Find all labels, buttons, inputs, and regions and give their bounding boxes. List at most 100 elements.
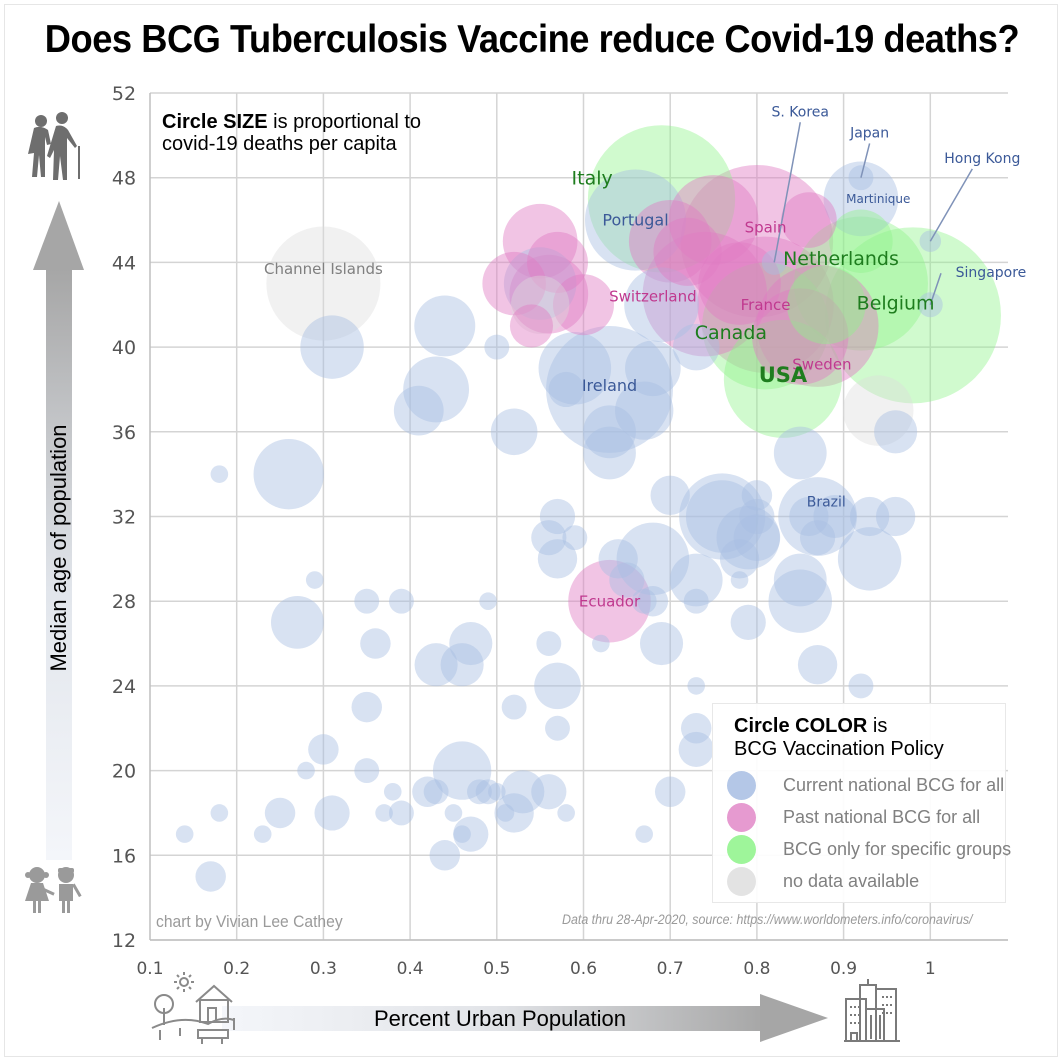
bubble <box>423 779 449 805</box>
bubble <box>786 265 866 345</box>
bubble-netherlands <box>793 216 928 351</box>
bubble <box>210 465 229 483</box>
bubble <box>494 793 534 833</box>
bubble <box>669 553 723 607</box>
country-label: Netherlands <box>783 248 899 270</box>
y-tick-label: 24 <box>112 676 136 698</box>
country-label: Brazil <box>807 495 846 511</box>
bubble <box>444 804 463 822</box>
bubble <box>609 562 645 598</box>
legend-swatch-past <box>727 802 756 832</box>
country-label: USA <box>759 363 808 387</box>
bubble <box>730 571 749 589</box>
bubble <box>297 761 315 780</box>
bubble <box>527 231 588 293</box>
bubble <box>848 673 874 699</box>
color-legend: Circle COLOR is BCG Vaccination Policy C… <box>712 703 1011 903</box>
bubble <box>449 621 493 666</box>
country-label: Singapore <box>956 265 1027 281</box>
bubble <box>875 496 916 537</box>
bubble <box>509 254 589 334</box>
bubble <box>531 520 567 556</box>
bubble-brazil <box>778 477 857 556</box>
bubble <box>680 713 712 744</box>
bubble <box>789 496 829 537</box>
bubble-ireland <box>546 325 673 453</box>
bubble <box>175 825 194 843</box>
bubble-canada <box>702 262 830 390</box>
bubble <box>773 553 827 607</box>
bubble <box>654 776 686 808</box>
bubble <box>829 209 893 273</box>
country-label: Ecuador <box>579 592 641 610</box>
bubble <box>698 242 781 325</box>
y-tick-label: 28 <box>112 591 136 613</box>
bubble <box>668 175 759 265</box>
legend-item-specific: BCG only for specific groups <box>727 834 1011 864</box>
y-tick-label: 36 <box>112 422 136 444</box>
country-label: Channel Islands <box>264 260 383 278</box>
y-tick-label: 16 <box>112 845 136 867</box>
bubble-sweden <box>756 264 879 387</box>
bubble <box>502 203 578 279</box>
bubble <box>253 438 324 510</box>
leader-line <box>929 272 942 305</box>
x-axis-label: Percent Urban Population <box>374 1006 626 1031</box>
legend-title-rest: is <box>867 715 888 737</box>
country-label: Belgium <box>857 292 935 314</box>
country-label: S. Korea <box>772 104 829 120</box>
bubble <box>730 604 766 640</box>
size-note-line2: covid-19 deaths per capita <box>162 133 397 155</box>
legend-title: Circle COLOR is BCG Vaccination Policy <box>734 715 944 761</box>
bubble <box>562 525 588 551</box>
legend-label: BCG only for specific groups <box>783 838 1012 859</box>
bubble <box>501 770 545 814</box>
bubble <box>539 498 576 535</box>
bubble-usa <box>723 319 842 438</box>
bubble <box>874 410 918 454</box>
bubble <box>412 776 443 808</box>
axes <box>149 93 1008 941</box>
bubble <box>678 731 714 768</box>
y-tick-labels: 12 16 20 24 28 32 36 40 44 48 52 <box>112 83 136 952</box>
bubble <box>432 741 492 800</box>
bubble <box>300 315 364 379</box>
bubble <box>360 628 391 659</box>
bubble <box>685 480 759 553</box>
bubble <box>253 825 272 843</box>
bubble <box>837 527 902 591</box>
bubble <box>467 779 492 805</box>
bubble <box>624 267 699 343</box>
bubble-ecuador <box>568 559 651 643</box>
size-note-bold: Circle SIZE <box>162 111 268 133</box>
bubble <box>628 199 712 283</box>
bubble <box>354 588 380 614</box>
bubble <box>741 480 773 511</box>
y-tick-label: 48 <box>112 168 136 190</box>
bubble <box>414 295 476 357</box>
bubble <box>484 334 510 360</box>
size-note-rest: is proportional to <box>267 111 422 133</box>
legend-title-line2: BCG Vaccination Policy <box>734 738 944 760</box>
bubble <box>683 588 709 614</box>
label-leader-lines <box>773 122 973 305</box>
y-tick-label: 20 <box>112 761 136 783</box>
x-tick-label: 0.6 <box>570 959 597 979</box>
bubble <box>509 304 554 348</box>
bubble <box>388 588 414 614</box>
country-label: Ireland <box>582 376 637 395</box>
country-label: Switzerland <box>609 288 697 306</box>
bubble <box>440 643 484 687</box>
y-axis-label: Median age of population <box>46 424 71 672</box>
bubble <box>843 375 914 446</box>
bubble-portugal <box>584 169 687 271</box>
bubble <box>414 643 458 687</box>
data-source: Data thru 28-Apr-2020, source: https://w… <box>562 912 973 927</box>
bubble <box>475 779 501 805</box>
chart-credit: chart by Vivian Lee Cathey <box>156 912 343 931</box>
bubble <box>650 475 690 516</box>
children-icon <box>25 867 82 913</box>
bubble <box>752 288 849 385</box>
x-tick-label: 0.9 <box>830 959 857 979</box>
y-tick-label: 32 <box>112 507 136 529</box>
